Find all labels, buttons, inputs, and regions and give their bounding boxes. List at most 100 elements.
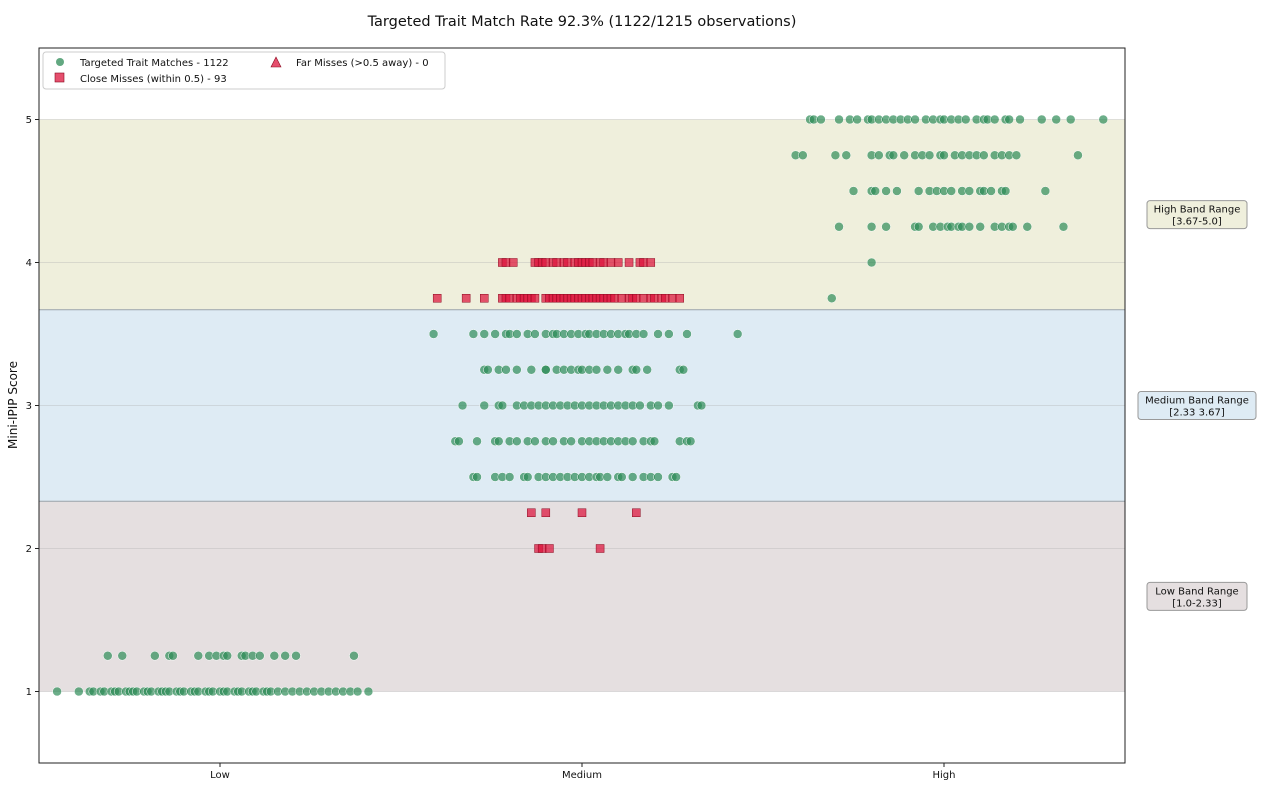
band-label-low: Low Band Range[1.0-2.33] — [1146, 581, 1248, 611]
match-point — [602, 472, 613, 482]
match-point — [472, 436, 482, 446]
match-point — [653, 400, 663, 411]
band-label-title: High Band Range — [1154, 205, 1241, 216]
match-point — [975, 222, 985, 232]
band-high — [39, 119, 1125, 310]
match-point — [653, 472, 663, 482]
legend-far-miss-label: Far Misses (>0.5 away) - 0 — [296, 58, 429, 69]
match-point — [352, 686, 363, 697]
match-point — [964, 222, 975, 232]
close-miss-point — [632, 294, 641, 303]
match-point — [1065, 114, 1076, 125]
x-tick-label-low: Low — [210, 770, 230, 781]
match-point — [642, 365, 652, 375]
match-point — [103, 651, 113, 661]
close-miss-point — [617, 294, 627, 303]
match-point — [852, 114, 862, 125]
match-point — [479, 329, 490, 339]
close-miss-point — [530, 294, 540, 303]
y-tick-label: 3 — [26, 401, 32, 412]
match-point — [255, 651, 265, 661]
close-miss-point — [527, 508, 536, 517]
band-label-medium: Medium Band Range[2.33 3.67] — [1137, 391, 1257, 420]
x-tick-label-medium: Medium — [562, 770, 602, 781]
match-point — [193, 651, 204, 661]
match-point — [986, 186, 996, 196]
match-point — [74, 686, 84, 697]
band-label-range: [2.33 3.67] — [1169, 408, 1225, 419]
match-point — [472, 472, 482, 482]
match-point — [280, 651, 290, 661]
match-point — [866, 257, 877, 268]
match-point — [866, 222, 877, 232]
band-label-range: [3.67-5.0] — [1172, 217, 1222, 228]
match-point — [685, 436, 696, 446]
match-point — [512, 436, 522, 446]
match-point — [526, 365, 537, 375]
match-point — [291, 651, 301, 661]
legend-box — [42, 51, 446, 90]
close-miss-point — [541, 508, 551, 517]
match-point — [1000, 186, 1011, 196]
match-point — [457, 400, 468, 411]
match-point — [1036, 114, 1047, 125]
match-point — [696, 400, 707, 411]
points-layer — [52, 114, 1109, 697]
series-square-group — [432, 258, 684, 553]
match-point — [150, 651, 160, 661]
band-label-high: High Band Range[3.67-5.0] — [1146, 200, 1248, 230]
close-miss-point — [501, 258, 511, 267]
match-point — [1011, 150, 1022, 160]
match-point — [979, 150, 989, 160]
match-point — [841, 150, 852, 160]
match-point — [910, 114, 920, 125]
close-miss-point — [661, 294, 670, 303]
match-point — [989, 114, 1000, 125]
axis-layer: 1 2 3 4 5 Low Medium High — [26, 115, 956, 781]
match-point — [168, 651, 178, 661]
match-point — [834, 222, 844, 232]
match-point — [1051, 114, 1061, 125]
close-miss-point — [675, 294, 684, 303]
series-circle-group — [52, 114, 1109, 697]
match-point — [501, 365, 511, 375]
close-miss-point — [646, 258, 656, 267]
match-point — [631, 365, 642, 375]
y-axis-label: Mini-IPIP Score — [6, 361, 20, 449]
match-point — [964, 186, 975, 196]
match-point — [830, 150, 841, 160]
match-point — [1022, 222, 1033, 232]
match-point — [512, 329, 522, 339]
match-point — [566, 436, 576, 446]
match-point — [490, 329, 500, 339]
match-point — [468, 329, 479, 339]
close-miss-point — [639, 258, 648, 267]
match-point — [827, 293, 837, 303]
match-point — [1073, 150, 1083, 160]
match-point — [548, 436, 558, 446]
close-miss-point — [537, 544, 547, 553]
match-point — [678, 365, 689, 375]
match-point — [454, 436, 464, 446]
match-point — [530, 436, 540, 446]
close-miss-point — [610, 294, 619, 303]
match-point — [627, 436, 638, 446]
match-point — [939, 150, 949, 160]
legend-close-miss-label: Close Misses (within 0.5) - 93 — [80, 74, 227, 85]
legend-close-miss-marker — [54, 72, 65, 83]
close-miss-point — [541, 258, 551, 267]
match-point — [913, 186, 924, 196]
close-miss-point — [461, 294, 471, 303]
close-miss-point — [632, 508, 641, 517]
close-miss-point — [624, 258, 634, 267]
match-point — [117, 651, 128, 661]
match-point — [1040, 186, 1051, 196]
match-point — [1058, 222, 1069, 232]
match-point — [924, 150, 935, 160]
match-point — [363, 686, 374, 697]
band-low — [39, 501, 1125, 692]
match-point — [874, 150, 884, 160]
close-miss-point — [613, 258, 623, 267]
y-tick-label: 1 — [26, 687, 32, 698]
